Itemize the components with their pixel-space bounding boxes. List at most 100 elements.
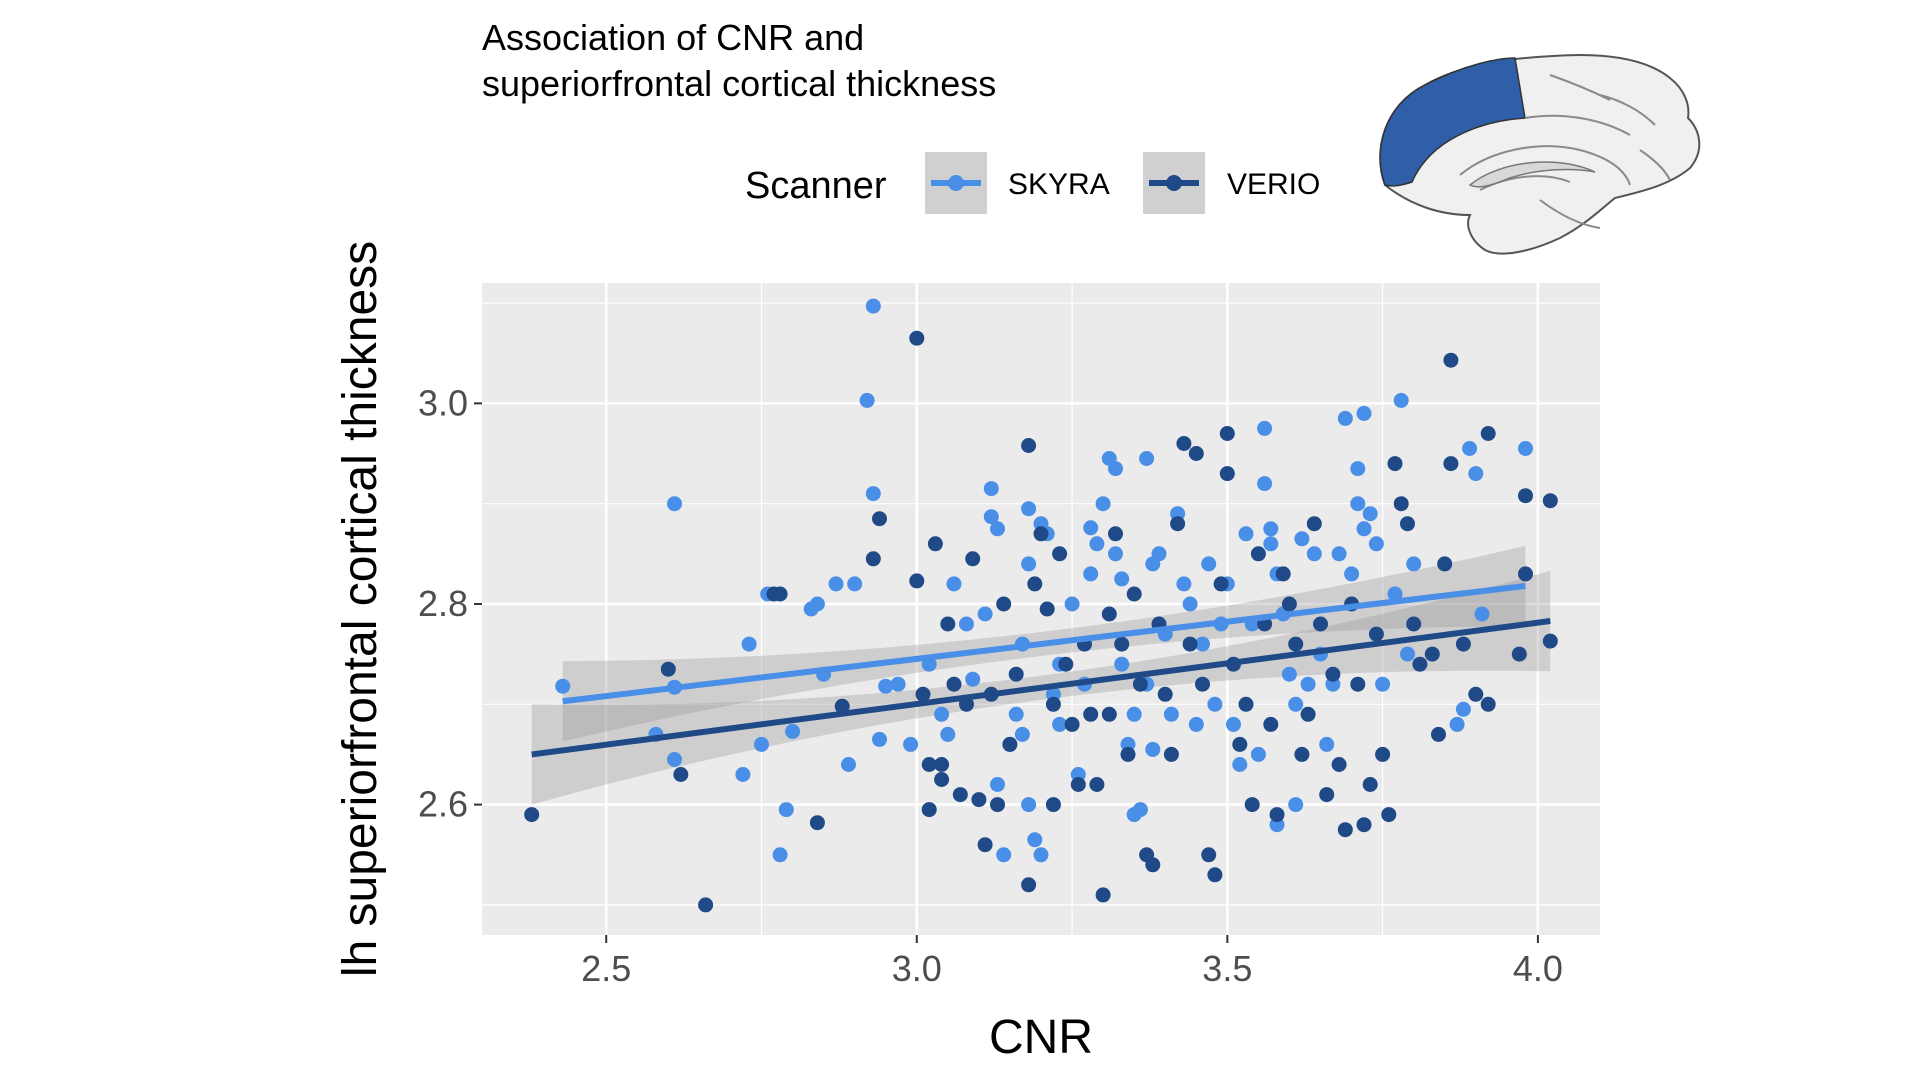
point-skyra bbox=[735, 767, 751, 782]
point-verio bbox=[996, 596, 1012, 612]
point-skyra bbox=[1033, 847, 1049, 863]
point-verio bbox=[1313, 616, 1328, 632]
point-verio bbox=[1101, 606, 1117, 622]
point-verio bbox=[1145, 857, 1161, 873]
point-skyra bbox=[1306, 546, 1322, 562]
point-verio bbox=[673, 767, 689, 782]
point-skyra bbox=[1257, 476, 1273, 492]
point-verio bbox=[1101, 706, 1117, 722]
point-skyra bbox=[754, 736, 769, 752]
point-verio bbox=[772, 586, 788, 602]
point-verio bbox=[1170, 516, 1186, 532]
fit-line-verio bbox=[531, 618, 1551, 758]
point-skyra bbox=[1281, 666, 1297, 682]
point-skyra bbox=[1250, 746, 1266, 762]
point-skyra bbox=[809, 596, 825, 612]
point-verio bbox=[1275, 566, 1291, 582]
brain-corpus-callosum bbox=[1468, 161, 1596, 188]
point-verio bbox=[1182, 636, 1198, 652]
point-verio bbox=[1319, 787, 1335, 803]
point-verio bbox=[1300, 706, 1316, 722]
point-skyra bbox=[841, 757, 856, 772]
point-verio bbox=[1306, 516, 1322, 532]
point-verio bbox=[1219, 466, 1235, 482]
point-verio bbox=[1387, 456, 1403, 472]
point-verio bbox=[1008, 666, 1024, 682]
point-verio bbox=[977, 837, 993, 853]
point-skyra bbox=[1350, 461, 1366, 477]
point-skyra bbox=[1387, 586, 1403, 602]
point-verio bbox=[965, 551, 981, 567]
point-verio bbox=[1002, 736, 1018, 752]
point-verio bbox=[1269, 807, 1285, 823]
point-skyra bbox=[1356, 521, 1372, 537]
point-skyra bbox=[1257, 420, 1273, 436]
point-verio bbox=[1095, 887, 1111, 903]
point-verio bbox=[1331, 757, 1347, 772]
point-skyra bbox=[1400, 646, 1415, 662]
fit-lines bbox=[531, 582, 1551, 758]
point-skyra bbox=[1474, 606, 1490, 622]
point-skyra bbox=[1114, 656, 1130, 672]
point-verio bbox=[660, 661, 676, 677]
point-verio bbox=[946, 676, 962, 692]
point-skyra bbox=[1288, 797, 1304, 813]
point-skyra bbox=[983, 481, 999, 497]
point-verio bbox=[1400, 516, 1415, 532]
point-skyra bbox=[1027, 832, 1043, 848]
point-skyra bbox=[1114, 571, 1130, 587]
title-line-2: superiorfrontal cortical thickness bbox=[482, 63, 996, 104]
point-verio bbox=[1356, 817, 1372, 833]
point-verio bbox=[921, 802, 937, 818]
point-skyra bbox=[865, 486, 881, 502]
point-verio bbox=[952, 787, 968, 803]
x-axis: 2.5 3.0 3.5 4.0 bbox=[581, 935, 1563, 989]
point-verio bbox=[1195, 676, 1210, 692]
point-skyra bbox=[1201, 556, 1217, 572]
point-verio bbox=[1219, 426, 1235, 441]
point-verio bbox=[1375, 746, 1391, 762]
point-skyra bbox=[772, 847, 788, 863]
point-verio bbox=[990, 797, 1005, 813]
point-skyra bbox=[1021, 797, 1037, 813]
point-skyra bbox=[959, 616, 974, 632]
point-verio bbox=[698, 897, 714, 913]
point-verio bbox=[1058, 656, 1074, 672]
point-verio bbox=[1412, 656, 1428, 672]
point-skyra bbox=[1337, 410, 1353, 426]
point-verio bbox=[1176, 436, 1192, 451]
point-skyra bbox=[1139, 451, 1155, 466]
point-verio bbox=[909, 573, 925, 589]
point-verio bbox=[1250, 546, 1266, 562]
point-verio bbox=[865, 551, 881, 567]
point-skyra bbox=[1238, 526, 1254, 542]
point-skyra bbox=[1176, 576, 1192, 592]
point-skyra bbox=[1294, 531, 1310, 547]
point-skyra bbox=[903, 736, 919, 752]
legend-dot-verio bbox=[1166, 175, 1182, 191]
point-verio bbox=[1108, 526, 1123, 542]
point-verio bbox=[909, 330, 925, 346]
point-skyra bbox=[965, 671, 981, 687]
point-skyra bbox=[1468, 466, 1484, 482]
point-verio bbox=[1281, 596, 1297, 612]
point-verio bbox=[971, 792, 987, 808]
point-verio bbox=[872, 511, 887, 527]
point-verio bbox=[1207, 867, 1223, 883]
point-skyra bbox=[555, 678, 571, 694]
point-skyra bbox=[1344, 566, 1360, 582]
point-skyra bbox=[1021, 556, 1037, 572]
point-verio bbox=[1027, 576, 1043, 592]
point-skyra bbox=[1083, 566, 1099, 582]
point-skyra bbox=[1014, 726, 1030, 742]
point-verio bbox=[1120, 746, 1136, 762]
legend-entry-verio: VERIO bbox=[1143, 152, 1320, 214]
chart-title: Association of CNR and superiorfrontal c… bbox=[482, 17, 996, 104]
legend-entry-skyra: SKYRA bbox=[925, 152, 1110, 214]
x-tick-label: 4.0 bbox=[1513, 948, 1563, 989]
legend: Scanner SKYRA VERIO bbox=[745, 152, 1320, 214]
point-verio bbox=[1045, 696, 1061, 712]
point-verio bbox=[1021, 877, 1037, 893]
point-skyra bbox=[1368, 536, 1384, 552]
